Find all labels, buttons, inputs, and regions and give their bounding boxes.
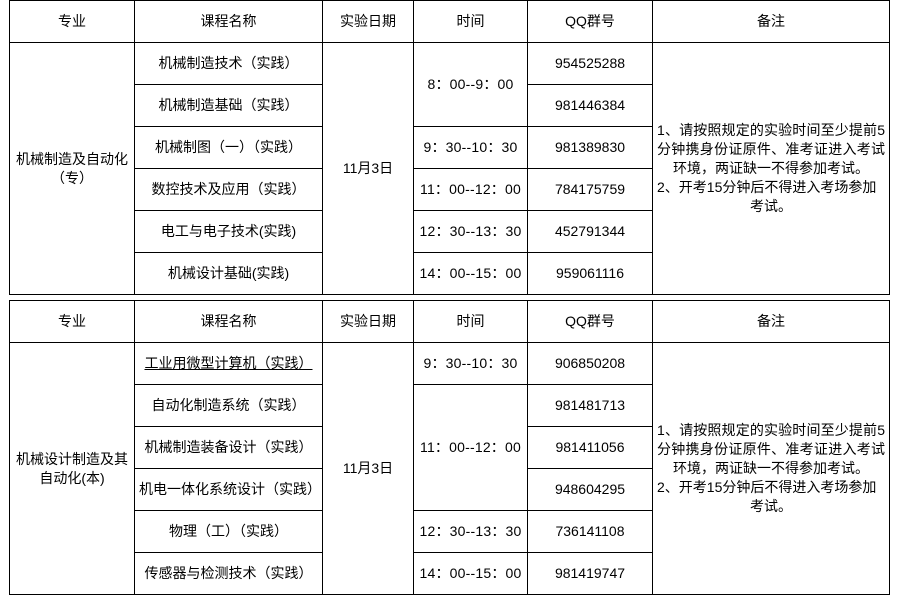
major-line-1: 机械制造及自动化 <box>16 150 128 167</box>
column-header-remark: 备注 <box>652 300 890 343</box>
column-header-course: 课程名称 <box>134 300 323 343</box>
course-name-text: 机械制图（一）（实践） <box>155 139 302 156</box>
course-name-cell: 机械制造技术（实践） <box>134 42 323 85</box>
column-header-major: 专业 <box>9 300 135 343</box>
course-name-cell: 数控技术及应用（实践） <box>134 168 323 211</box>
course-name-text: 机械制造装备设计（实践） <box>144 439 313 456</box>
column-header-qq: QQ群号 <box>527 300 653 343</box>
time-cell: 8：00--9：00 <box>413 42 528 127</box>
qq-group-cell: 981389830 <box>527 126 653 169</box>
time-cell: 14：00--15：00 <box>413 252 528 295</box>
qq-group-cell: 981446384 <box>527 84 653 127</box>
major-line-1: 机械设计制造及其 <box>16 450 128 467</box>
course-name-cell: 机械制造基础（实践） <box>134 84 323 127</box>
course-name-cell: 电工与电子技术(实践) <box>134 210 323 253</box>
column-header-remark: 备注 <box>652 0 890 43</box>
major-line-2: （专） <box>51 169 93 186</box>
column-header-qq: QQ群号 <box>527 0 653 43</box>
column-header-major: 专业 <box>9 0 135 43</box>
course-name-cell: 机械制图（一）（实践） <box>134 126 323 169</box>
table-row: 机械制造基础（实践） 981446384 <box>10 84 890 127</box>
major-cell: 机械制造及自动化 （专） <box>9 42 135 295</box>
table-row: 机械设计制造及其 自动化(本) 工业用微型计算机（实践） 11月3日 9：30--10：… <box>9 342 890 595</box>
time-cell: 11：00--12：00 <box>413 384 528 511</box>
time-cell: 9：30--10：30 <box>413 342 528 385</box>
course-name-cell: 工业用微型计算机（实践） <box>134 342 323 385</box>
course-name-cell: 机械制造装备设计（实践） <box>134 426 323 469</box>
exam-table: 专业 课程名称 实验日期 时间 QQ群号 备注机械制造及自动化 （专） 机械制造技术（实践） 1… <box>9 0 890 295</box>
remark-line-1: 1、请按照规定的实验时间至少提前5分钟携身份证原件、准考证进入考试环境，两证缺一… <box>657 422 885 477</box>
table-row: 物理（工）（实践） 12：30--13：30 736141108 <box>10 510 890 553</box>
course-name-text: 机电一体化系统设计（实践） <box>139 481 321 498</box>
course-name-cell: 自动化制造系统（实践） <box>134 384 323 427</box>
table-row: 机械制图（一）（实践） 9：30--10：30 981389830 <box>10 126 890 169</box>
column-header-time: 时间 <box>413 0 528 43</box>
course-name-text: 数控技术及应用（实践） <box>151 181 306 198</box>
remark-cell: 1、请按照规定的实验时间至少提前5分钟携身份证原件、准考证进入考试环境，两证缺一… <box>652 342 890 595</box>
table-header-row: 专业 课程名称 实验日期 时间 QQ群号 备注 <box>9 0 890 43</box>
major-cell: 机械设计制造及其 自动化(本) <box>9 342 135 595</box>
course-name-text: 电工与电子技术(实践) <box>160 223 297 240</box>
remark-line-1: 1、请按照规定的实验时间至少提前5分钟携身份证原件、准考证进入考试环境，两证缺一… <box>657 122 885 177</box>
qq-group-cell: 906850208 <box>527 342 653 385</box>
table-row: 机械制造装备设计（实践） 981411056 <box>10 426 890 469</box>
course-name-cell: 机械设计基础(实践) <box>134 252 323 295</box>
qq-group-cell: 954525288 <box>527 42 653 85</box>
qq-group-cell: 452791344 <box>527 210 653 253</box>
course-name-text: 物理（工）（实践） <box>169 523 288 540</box>
time-cell: 11：00--12：00 <box>413 168 528 211</box>
exam-date-cell: 11月3日 <box>322 342 414 595</box>
course-name-cell: 物理（工）（实践） <box>134 510 323 553</box>
column-header-date: 实验日期 <box>322 0 414 43</box>
remark-line-2: 2、开考15分钟后不得进入考场参加考试。 <box>657 178 877 214</box>
table-row: 电工与电子技术(实践) 12：30--13：30 452791344 <box>10 210 890 253</box>
course-name-text: 工业用微型计算机（实践） <box>144 355 313 372</box>
major-line-2: 自动化(本) <box>39 469 105 486</box>
qq-group-cell: 959061116 <box>527 252 653 295</box>
qq-group-cell: 736141108 <box>527 510 653 553</box>
course-name-cell: 传感器与检测技术（实践） <box>134 552 323 595</box>
exam-date-cell: 11月3日 <box>322 42 414 295</box>
table-row: 传感器与检测技术（实践） 14：00--15：00 981419747 <box>10 552 890 595</box>
table-row: 自动化制造系统（实践） 11：00--12：00 981481713 <box>10 384 890 511</box>
time-cell: 12：30--13：30 <box>413 510 528 553</box>
column-header-time: 时间 <box>413 300 528 343</box>
time-cell: 12：30--13：30 <box>413 210 528 253</box>
qq-group-cell: 948604295 <box>527 468 653 511</box>
schedule-table-2: 专业 课程名称 实验日期 时间 QQ群号 备注 机械设计制造及其 自动化(本) 工业用微型计算机… <box>0 300 899 595</box>
course-name-cell: 机电一体化系统设计（实践） <box>134 468 323 511</box>
time-cell: 14：00--15：00 <box>413 552 528 595</box>
time-cell: 9：30--10：30 <box>413 126 528 169</box>
qq-group-cell: 981481713 <box>527 384 653 427</box>
remark-line-2: 2、开考15分钟后不得进入考场参加考试。 <box>657 478 877 514</box>
course-name-text: 机械设计基础(实践) <box>167 265 290 282</box>
remark-cell: 1、请按照规定的实验时间至少提前5分钟携身份证原件、准考证进入考试环境，两证缺一… <box>652 42 890 295</box>
table-row: 数控技术及应用（实践） 11：00--12：00 784175759 <box>10 168 890 211</box>
column-header-course: 课程名称 <box>134 0 323 43</box>
qq-group-cell: 981411056 <box>527 426 653 469</box>
schedule-table-1: 专业 课程名称 实验日期 时间 QQ群号 备注机械制造及自动化 （专） 机械制造技术（实践） 1… <box>0 0 899 295</box>
course-name-text: 自动化制造系统（实践） <box>151 397 306 414</box>
exam-table: 专业 课程名称 实验日期 时间 QQ群号 备注 机械设计制造及其 自动化(本) 工业用微型计算机… <box>9 300 890 595</box>
table-row: 机电一体化系统设计（实践） 948604295 <box>10 468 890 511</box>
table-row: 机械设计基础(实践) 14：00--15：00 959061116 <box>10 252 890 295</box>
table-header-row: 专业 课程名称 实验日期 时间 QQ群号 备注 <box>9 300 890 343</box>
qq-group-cell: 981419747 <box>527 552 653 595</box>
qq-group-cell: 784175759 <box>527 168 653 211</box>
column-header-date: 实验日期 <box>322 300 414 343</box>
table-row: 机械制造及自动化 （专） 机械制造技术（实践） 11月3日 8：00--9：00 9545… <box>9 42 890 295</box>
course-name-text: 机械制造技术（实践） <box>158 55 299 72</box>
course-name-text: 机械制造基础（实践） <box>158 97 299 114</box>
course-name-text: 传感器与检测技术（实践） <box>144 565 313 582</box>
